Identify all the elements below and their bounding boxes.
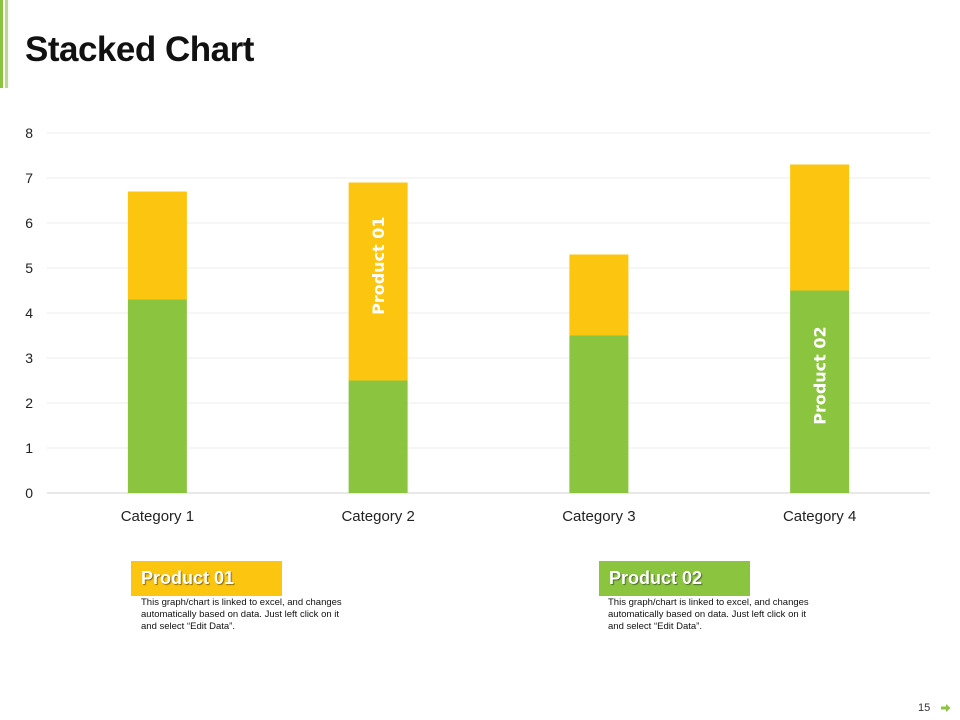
legend-product-01: Product 01 — [131, 561, 282, 596]
bar-product-01-2[interactable] — [348, 182, 408, 381]
y-tick-label: 7 — [25, 170, 33, 186]
bar-product-01-1[interactable] — [127, 191, 187, 300]
y-tick-label: 3 — [25, 350, 33, 366]
y-tick-label: 1 — [25, 440, 33, 456]
x-tick-label: Category 3 — [562, 508, 635, 525]
bar-product-01-3[interactable] — [569, 254, 629, 336]
stacked-bar-chart[interactable]: 0 1 2 3 4 5 6 7 8 Category 1 Category 2 Category 3 C… — [0, 0, 960, 540]
bar-product-01-4[interactable] — [790, 164, 850, 291]
accent-bar — [0, 0, 3, 88]
y-tick-label: 5 — [25, 260, 33, 276]
bar-product-02-2[interactable] — [348, 380, 408, 494]
legend-product-02-description: This graph/chart is linked to excel, and… — [608, 597, 809, 632]
x-tick-label: Category 2 — [341, 508, 414, 525]
bar-annotation-product-01: Product 01 — [369, 216, 388, 314]
x-tick-label: Category 1 — [121, 508, 194, 525]
y-tick-label: 2 — [25, 395, 33, 411]
legend-product-01-description: This graph/chart is linked to excel, and… — [141, 597, 342, 632]
bar-annotation-product-02: Product 02 — [811, 326, 830, 424]
x-tick-label: Category 4 — [783, 508, 856, 525]
y-tick-label: 0 — [25, 485, 33, 501]
bar-product-02-4[interactable] — [790, 290, 850, 494]
page-title: Stacked Chart — [25, 30, 254, 69]
page-number: 15 — [918, 702, 931, 714]
y-tick-label: 6 — [25, 215, 33, 231]
legend-product-02: Product 02 — [599, 561, 750, 596]
bar-product-02-1[interactable] — [127, 299, 187, 494]
y-tick-label: 4 — [25, 305, 33, 321]
bar-product-02-3[interactable] — [569, 335, 629, 494]
arrow-right-icon[interactable] — [941, 703, 951, 713]
y-tick-label: 8 — [25, 125, 33, 141]
accent-bar-secondary — [5, 0, 8, 88]
